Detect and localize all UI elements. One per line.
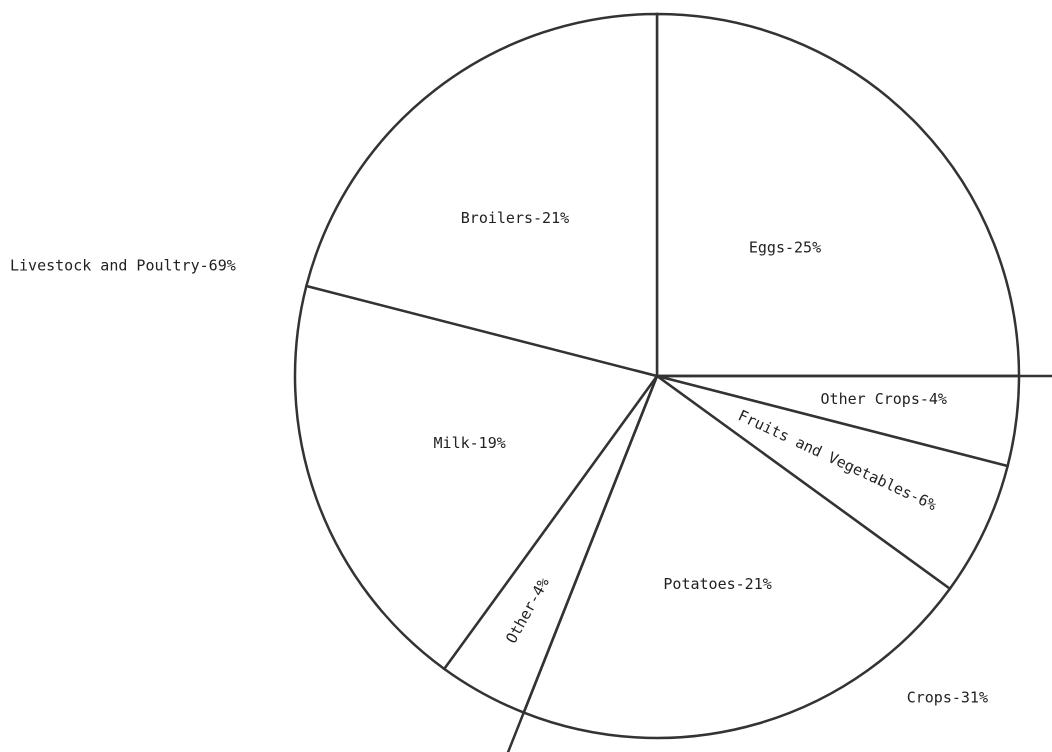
pie-slice: [293, 284, 660, 671]
slice-label: Potatoes-21%: [663, 575, 771, 593]
slice-label: Eggs-25%: [749, 239, 821, 257]
pie-slice: [522, 374, 952, 740]
slice-label: Milk-19%: [434, 434, 506, 452]
pie-slice: [656, 374, 1010, 591]
pie-slice: [655, 12, 1021, 378]
group-boundary: [506, 375, 659, 752]
slice-label: Broilers-21%: [461, 209, 569, 227]
group-label: Crops-31%: [907, 689, 988, 707]
pie-slice: [304, 12, 659, 378]
group-label: Livestock and Poultry-69%: [10, 257, 236, 275]
slice-label: Other Crops-4%: [821, 390, 947, 408]
